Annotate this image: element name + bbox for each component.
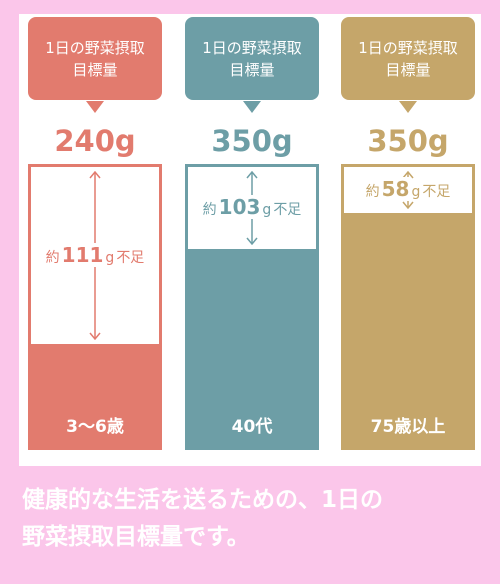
callout-line-2: 目標量 (72, 60, 118, 79)
callout-line-1: 1日の野菜摂取 (358, 38, 458, 57)
column-40s: 1日の野菜摂取 目標量 350g 約 103 g 不足 40代 (185, 14, 319, 466)
bar-box: 約 103 g 不足 40代 (185, 164, 319, 450)
shortage-prefix: 約 (364, 184, 381, 200)
target-amount: 350g (211, 124, 293, 158)
shortage-label: 約 58 g 不足 (344, 177, 472, 201)
shortage-unit: g (261, 202, 273, 218)
caption: 健康的な生活を送るための、1日の 野菜摂取目標量です。 (22, 482, 482, 556)
callout-line-2: 目標量 (229, 60, 275, 79)
intake-fill-bar (344, 213, 472, 447)
target-amount: 350g (367, 124, 449, 158)
shortage-value: 58 (380, 177, 411, 201)
bar-box: 約 111 g 不足 3〜6歳 (28, 164, 162, 450)
caption-line-1: 健康的な生活を送るための、1日の (22, 487, 384, 513)
shortage-value: 103 (217, 195, 262, 219)
shortage-label: 約 103 g 不足 (188, 195, 316, 219)
shortage-prefix: 約 (44, 250, 61, 266)
callout-tail (243, 101, 261, 113)
callout-bubble: 1日の野菜摂取 目標量 (28, 17, 162, 113)
column-75-plus: 1日の野菜摂取 目標量 350g 約 58 g 不足 75歳以上 (341, 14, 475, 466)
caption-line-2: 野菜摂取目標量です。 (22, 524, 250, 550)
shortage-unit: g (410, 184, 422, 200)
shortage-suffix: 不足 (421, 184, 452, 200)
callout-line-1: 1日の野菜摂取 (202, 38, 302, 57)
arrow-head-up (89, 171, 101, 179)
intake-fill-bar (31, 344, 159, 447)
shortage-unit: g (104, 250, 116, 266)
callout-line-1: 1日の野菜摂取 (45, 38, 145, 57)
shortage-suffix: 不足 (115, 250, 146, 266)
age-group-label: 3〜6歳 (66, 417, 124, 437)
arrow-head-up (402, 171, 414, 179)
shortage-label: 約 111 g 不足 (31, 243, 159, 267)
column-3-6-years: 1日の野菜摂取 目標量 240g 約 111 g 不足 3〜6歳 (28, 14, 162, 466)
chart-panel: 1日の野菜摂取 目標量 240g 約 111 g 不足 3〜6歳 1日の野菜摂取 目標… (19, 14, 481, 466)
shortage-suffix: 不足 (272, 202, 303, 218)
age-group-label: 75歳以上 (370, 417, 446, 437)
shortage-value: 111 (60, 243, 105, 267)
bar-box: 約 58 g 不足 75歳以上 (341, 164, 475, 450)
callout-tail (86, 101, 104, 113)
callout-line-2: 目標量 (385, 60, 431, 79)
shortage-prefix: 約 (201, 202, 218, 218)
callout-bubble: 1日の野菜摂取 目標量 (341, 17, 475, 113)
arrow-head-down (89, 332, 101, 340)
arrow-head-down (246, 237, 258, 245)
arrow-head-up (246, 171, 258, 179)
intake-fill-bar (188, 249, 316, 447)
callout-tail (399, 101, 417, 113)
age-group-label: 40代 (231, 417, 273, 437)
target-amount: 240g (54, 124, 136, 158)
arrow-head-down (402, 201, 414, 209)
callout-bubble: 1日の野菜摂取 目標量 (185, 17, 319, 113)
